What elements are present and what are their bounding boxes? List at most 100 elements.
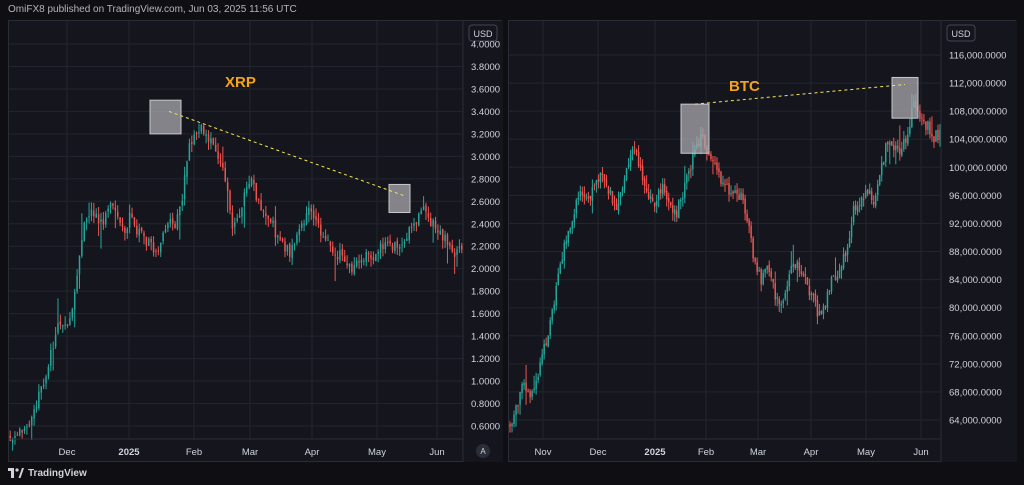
candle-body — [305, 213, 308, 225]
y-tick-label: 1.4000 — [471, 332, 500, 343]
candle-body — [11, 438, 14, 443]
candle-body — [854, 204, 857, 211]
candle-body — [621, 188, 624, 193]
candle-body — [62, 324, 64, 327]
candle-body — [641, 166, 644, 181]
candle-body — [334, 254, 336, 256]
candle-body — [93, 210, 95, 217]
x-tick-label: Mar — [750, 447, 766, 458]
candle-body — [327, 239, 329, 241]
candle-body — [26, 426, 28, 428]
highlight-box — [388, 183, 411, 214]
candle-body — [643, 178, 646, 187]
candle-body — [157, 250, 160, 252]
candle-body — [367, 252, 370, 255]
candle-body — [33, 409, 35, 419]
tradingview-logo[interactable]: TradingView — [8, 466, 87, 480]
candle-body — [439, 230, 442, 235]
currency-badge[interactable] — [468, 24, 498, 42]
candle-body — [511, 423, 513, 427]
x-tick-label: Apr — [804, 447, 819, 458]
candle-body — [780, 303, 783, 306]
candle-body — [589, 195, 592, 200]
candle-body — [150, 238, 152, 243]
candle-body — [790, 265, 793, 273]
candle-body — [59, 321, 62, 325]
candle-body — [889, 142, 891, 145]
candle-body — [219, 160, 222, 164]
xrp-chart-panel[interactable]: XRP USD 4.0000 3.8000 3.6000 3.4000 3.2000 3.00… — [8, 20, 503, 463]
candle-body — [571, 221, 574, 230]
candle-body — [188, 143, 191, 161]
y-tick-label: 112,000.0000 — [949, 79, 1006, 90]
candle-body — [627, 165, 630, 167]
y-tick-label: 3.6000 — [471, 84, 500, 95]
candle-body — [631, 148, 634, 155]
candle-body — [587, 196, 590, 198]
candle-body — [289, 243, 291, 257]
candle-body — [379, 243, 382, 253]
candle-body — [152, 242, 155, 253]
btc-chart-svg[interactable]: BTC USD 116,000.0000 112,000.0000 108,000.00… — [509, 21, 1017, 463]
x-tick-label: May — [368, 447, 386, 458]
candle-body — [786, 286, 789, 293]
currency-label: USD — [951, 29, 971, 39]
candle-body — [661, 184, 664, 195]
candle-body — [686, 175, 688, 183]
candle-body — [408, 227, 410, 241]
highlight-box — [149, 99, 182, 135]
candle-body — [198, 132, 200, 134]
candle-body — [730, 193, 732, 195]
candle-body — [38, 391, 40, 409]
candle-body — [792, 263, 795, 267]
candle-body — [710, 153, 712, 160]
candle-body — [929, 121, 931, 135]
candle-body — [386, 241, 389, 243]
candle-body — [772, 278, 774, 283]
candle-body — [519, 392, 521, 405]
candle-body — [808, 285, 811, 296]
candle-body — [921, 117, 923, 119]
candle-body — [437, 230, 439, 233]
candle-body — [348, 264, 351, 267]
candle-body — [186, 161, 188, 177]
candle-body — [597, 178, 600, 183]
candle-body — [57, 323, 59, 333]
y-tick-label: 76,000.0000 — [949, 331, 1002, 342]
candle-body — [432, 219, 434, 227]
candle-body — [625, 168, 628, 180]
candle-body — [444, 234, 446, 242]
candle-body — [931, 133, 933, 137]
candle-body — [744, 198, 746, 214]
candle-body — [674, 209, 676, 215]
candle-body — [176, 213, 179, 229]
price-axis-bg — [463, 21, 503, 463]
candle-body — [682, 197, 684, 200]
candle-body — [897, 145, 899, 149]
candle-body — [90, 209, 93, 216]
btc-chart-panel[interactable]: BTC USD 116,000.0000 112,000.0000 108,000.00… — [508, 20, 1017, 463]
y-tick-label: 4.0000 — [471, 40, 500, 51]
candle-body — [555, 285, 557, 306]
candle-body — [162, 232, 164, 242]
candle-body — [183, 175, 186, 200]
candle-body — [732, 191, 734, 194]
candle-body — [567, 230, 570, 243]
candle-body — [826, 291, 829, 308]
candle-body — [553, 304, 555, 311]
candle-body — [669, 202, 672, 206]
candle-body — [363, 260, 365, 262]
candle-body — [107, 208, 109, 212]
candle-body — [73, 291, 76, 310]
auto-scale-button[interactable] — [476, 444, 490, 458]
candle-body — [752, 238, 754, 259]
candle-body — [257, 199, 260, 201]
candle-body — [615, 203, 618, 210]
candle-body — [778, 298, 781, 305]
currency-badge[interactable] — [946, 24, 976, 42]
candle-body — [868, 190, 871, 194]
candle-body — [659, 189, 662, 194]
y-tick-label: 108,000.0000 — [949, 107, 1007, 118]
y-tick-label: 64,000.0000 — [949, 416, 1002, 427]
